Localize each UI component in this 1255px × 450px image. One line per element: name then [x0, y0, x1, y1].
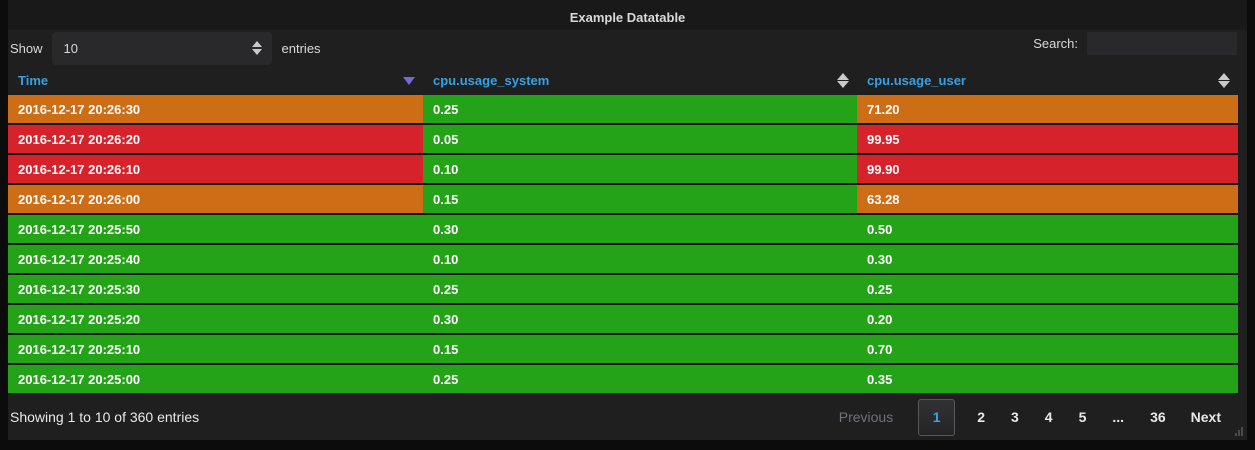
show-label: Show	[10, 40, 43, 56]
cell-usage-user: 0.30	[857, 245, 1238, 273]
page-length-value: 10	[63, 40, 78, 56]
cell-usage-system: 0.25	[423, 275, 857, 303]
datatable-panel: Example Datatable Show 10 entries Search…	[8, 0, 1247, 440]
cell-time: 2016-12-17 20:26:10	[8, 155, 423, 183]
cell-usage-user: 99.90	[857, 155, 1238, 183]
cell-usage-system: 0.15	[423, 185, 857, 213]
table-row: 2016-12-17 20:25:40 0.10 0.30	[8, 245, 1238, 273]
cell-usage-user: 0.70	[857, 335, 1238, 363]
search-group: Search:	[1033, 32, 1237, 55]
cell-time: 2016-12-17 20:26:00	[8, 185, 423, 213]
previous-page-button[interactable]: Previous	[838, 409, 894, 425]
sort-both-icon	[837, 73, 849, 88]
page-button[interactable]: 5	[1078, 409, 1087, 425]
page-button[interactable]: 2	[977, 409, 985, 425]
cell-usage-system: 0.10	[423, 245, 857, 273]
cell-time: 2016-12-17 20:25:20	[8, 305, 423, 333]
cell-usage-system: 0.25	[423, 365, 857, 393]
table-row: 2016-12-17 20:25:00 0.25 0.35	[8, 365, 1238, 393]
table-row: 2016-12-17 20:26:10 0.10 99.90	[8, 155, 1238, 183]
cell-time: 2016-12-17 20:25:40	[8, 245, 423, 273]
table-header-row: Time cpu.usage_system cpu.usage_user	[8, 66, 1238, 95]
page-button-active[interactable]: 1	[918, 398, 956, 436]
page-button[interactable]: 3	[1011, 409, 1019, 425]
column-header-cpu-usage-system[interactable]: cpu.usage_system	[423, 73, 857, 88]
cell-time: 2016-12-17 20:25:30	[8, 275, 423, 303]
entries-label: entries	[281, 40, 321, 56]
cell-usage-user: 0.25	[857, 275, 1238, 303]
column-header-cpu-usage-user[interactable]: cpu.usage_user	[857, 73, 1238, 88]
cell-time: 2016-12-17 20:25:10	[8, 335, 423, 363]
cell-usage-system: 0.05	[423, 125, 857, 153]
table-row: 2016-12-17 20:25:30 0.25 0.25	[8, 275, 1238, 303]
table-row: 2016-12-17 20:26:00 0.15 63.28	[8, 185, 1238, 213]
table-controls: Show 10 entries Search:	[8, 30, 1247, 66]
sort-descending-icon	[403, 76, 415, 85]
cell-usage-user: 0.50	[857, 215, 1238, 243]
select-updown-icon	[251, 41, 262, 55]
cell-time: 2016-12-17 20:25:50	[8, 215, 423, 243]
cell-usage-system: 0.30	[423, 215, 857, 243]
next-page-button[interactable]: Next	[1190, 409, 1221, 425]
panel-header: Example Datatable	[8, 0, 1247, 30]
page-length-select[interactable]: 10	[51, 31, 272, 65]
table-row: 2016-12-17 20:26:20 0.05 99.95	[8, 125, 1238, 153]
cell-time: 2016-12-17 20:26:20	[8, 125, 423, 153]
cell-usage-system: 0.25	[423, 95, 857, 123]
pagination: Previous 1 2 3 4 5... 36 Next	[838, 398, 1221, 436]
entries-summary: Showing 1 to 10 of 360 entries	[10, 409, 200, 425]
table-row: 2016-12-17 20:25:20 0.30 0.20	[8, 305, 1238, 333]
cell-usage-user: 99.95	[857, 125, 1238, 153]
cell-time: 2016-12-17 20:26:30	[8, 95, 423, 123]
cell-usage-user: 0.20	[857, 305, 1238, 333]
table-row: 2016-12-17 20:25:10 0.15 0.70	[8, 335, 1238, 363]
cell-usage-user: 0.35	[857, 365, 1238, 393]
column-label: cpu.usage_user	[867, 73, 966, 88]
table-row: 2016-12-17 20:25:50 0.30 0.50	[8, 215, 1238, 243]
cell-usage-system: 0.15	[423, 335, 857, 363]
datatable: Time cpu.usage_system cpu.usage_user 2016-…	[8, 66, 1238, 393]
sort-both-icon	[1218, 73, 1230, 88]
table-row: 2016-12-17 20:26:30 0.25 71.20	[8, 95, 1238, 123]
panel-title: Example Datatable	[569, 9, 686, 25]
table-body: 2016-12-17 20:26:30 0.25 71.20 2016-12-17 2…	[8, 95, 1238, 393]
page-ellipsis: ...	[1112, 409, 1125, 425]
search-input[interactable]	[1087, 32, 1237, 55]
page-number-list: 1 2 3 4 5... 36	[909, 398, 1178, 436]
column-label: Time	[18, 73, 49, 88]
cell-usage-user: 63.28	[857, 185, 1238, 213]
cell-usage-system: 0.30	[423, 305, 857, 333]
column-header-time[interactable]: Time	[8, 73, 423, 88]
table-footer: Showing 1 to 10 of 360 entries Previous …	[8, 396, 1247, 438]
cell-usage-system: 0.10	[423, 155, 857, 183]
cell-time: 2016-12-17 20:25:00	[8, 365, 423, 393]
page-button[interactable]: 36	[1150, 409, 1166, 425]
cell-usage-user: 71.20	[857, 95, 1238, 123]
panel-resize-handle[interactable]	[1235, 427, 1243, 436]
column-label: cpu.usage_system	[433, 73, 550, 88]
search-label: Search:	[1033, 36, 1078, 51]
page-button[interactable]: 4	[1044, 409, 1053, 425]
